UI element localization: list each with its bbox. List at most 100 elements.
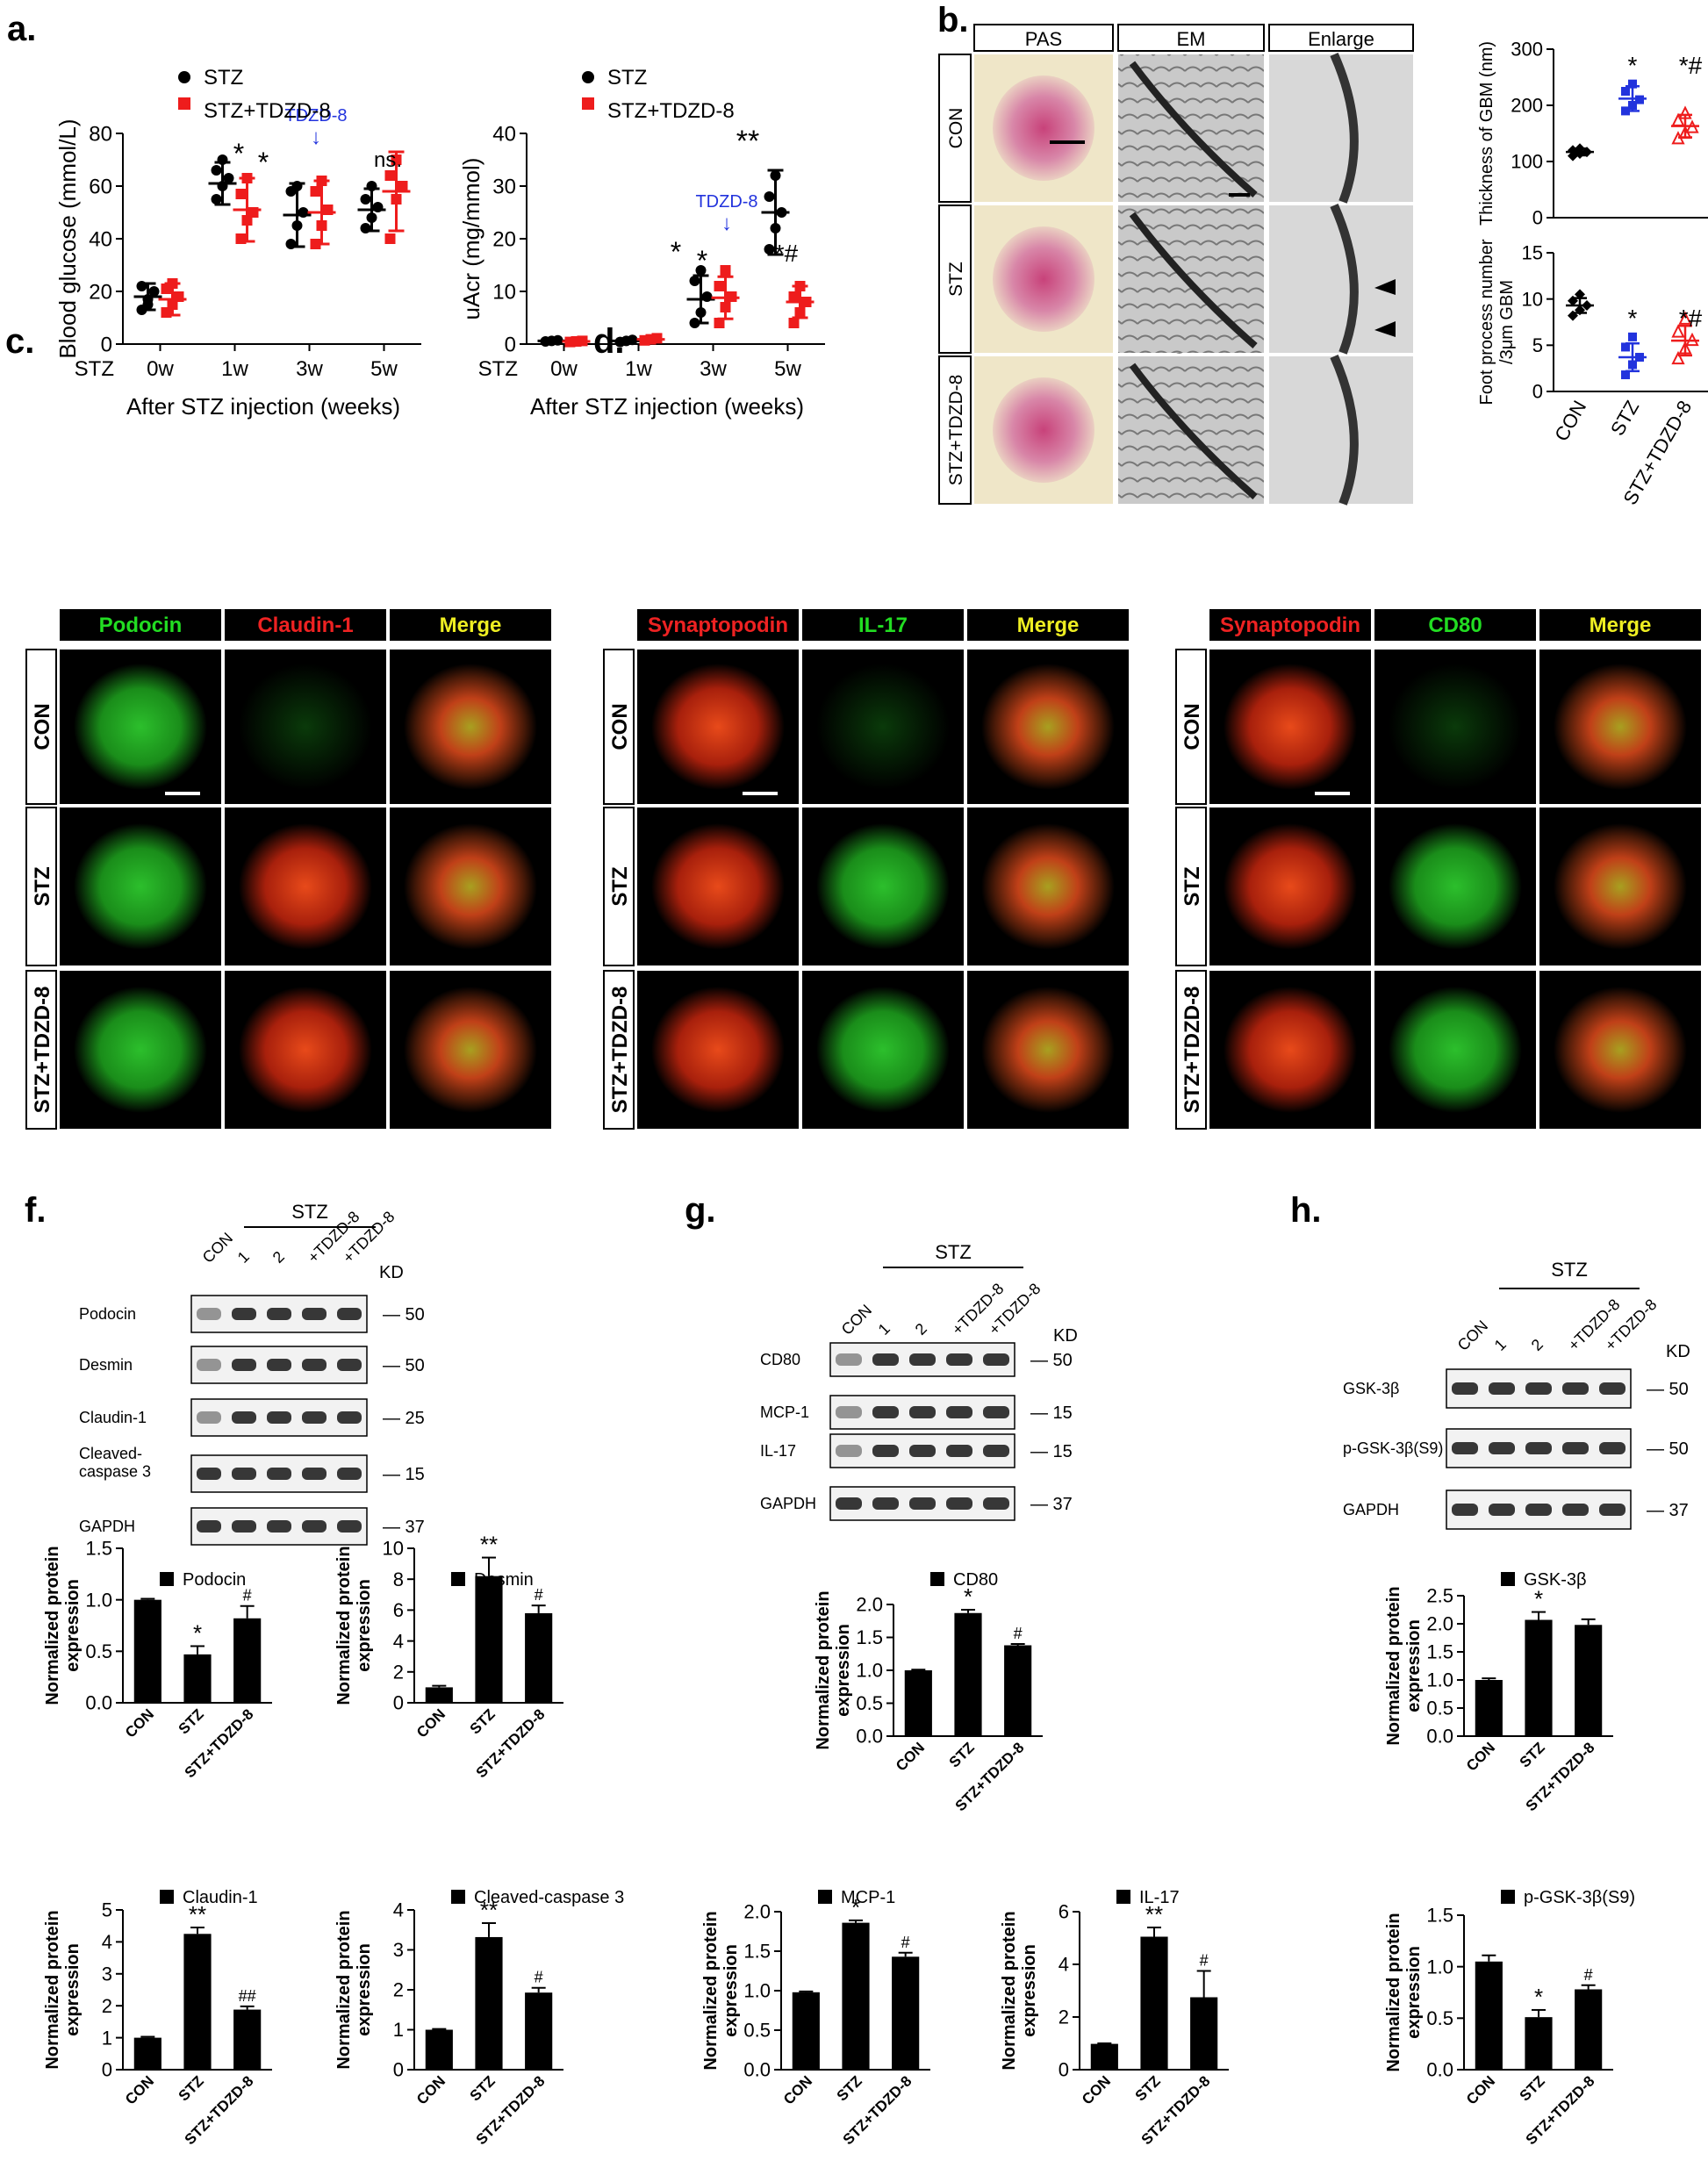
enlarge-membrane [1330, 203, 1359, 355]
x-tick-label: 0w [550, 357, 578, 381]
blot-band [197, 1411, 221, 1424]
glomerulus-stain [404, 664, 537, 790]
data-point [1628, 332, 1637, 341]
chart-b1: 0 100 200 300 Thickness of GBM (nm) * *# [1477, 39, 1708, 229]
kd-label: KD [1053, 1326, 1078, 1346]
if-column-header-synaptopodin: Synaptopodin [1220, 614, 1360, 637]
blot-band [909, 1445, 936, 1457]
legend-marker [451, 1890, 465, 1904]
data-point [1575, 305, 1585, 316]
glomerulus-stain [404, 987, 537, 1113]
kd-marker: — 25 [383, 1409, 425, 1428]
data-point [627, 334, 638, 346]
significance-marker: *# [775, 240, 799, 267]
data-point [217, 181, 228, 191]
glomerulus-stain [74, 664, 207, 790]
if-column-header [1209, 609, 1371, 641]
data-point [552, 334, 563, 346]
if-scale-bar [1315, 792, 1350, 795]
column-header-box [1268, 24, 1414, 52]
if-row-label-box [1175, 649, 1207, 805]
arrowhead-marker [1374, 279, 1396, 295]
bar [1475, 1680, 1503, 1736]
if-column-header-merge: Merge [440, 614, 502, 637]
y-tick-label: 1.5 [743, 1941, 771, 1963]
data-point [764, 191, 775, 202]
y-tick-label: 2.5 [1426, 1585, 1453, 1607]
y-tick-label: 300 [1511, 39, 1543, 61]
blot-band [1599, 1504, 1625, 1516]
if-row-label-box [603, 807, 635, 966]
y-tick-label: 10 [383, 1538, 404, 1560]
blot-row-label: Claudin-1 [79, 1409, 147, 1426]
y-tick-label: 0.0 [856, 1726, 883, 1748]
significance-marker: # [1200, 1952, 1209, 1970]
legend-marker [582, 97, 594, 110]
blot-band [1489, 1504, 1515, 1516]
y-tick-label: 80 [89, 122, 112, 146]
kd-marker: — 37 [383, 1518, 425, 1537]
y-axis-label: Normalized proteinexpression [814, 1590, 853, 1749]
lane-label: CON [1454, 1317, 1491, 1353]
blot-band [197, 1468, 221, 1480]
y-tick-label: 10 [492, 280, 516, 304]
data-point [714, 281, 725, 291]
significance-marker: *# [1679, 305, 1703, 332]
y-tick-label: 0.0 [743, 2059, 771, 2081]
x-tick-label: 1w [221, 357, 248, 381]
blot-band [232, 1468, 256, 1480]
data-point [223, 173, 234, 183]
chart-a2: 0 10 20 30 40 uAcr (mg/mmol) STZ 0w 1w 3w 5w After … [458, 66, 825, 420]
bar [1190, 1997, 1218, 2070]
x-tick-label: STZ [176, 1705, 207, 1737]
kd-marker: — 50 [1647, 1380, 1689, 1399]
data-point [1621, 87, 1630, 96]
glomerulus-stain [1554, 823, 1687, 950]
blot-row-label: Desmin [79, 1356, 133, 1374]
glomerulus-stain [1389, 823, 1522, 950]
legend-marker [178, 71, 190, 83]
blot-band [983, 1497, 1009, 1510]
x-tick-label: CON [413, 2072, 449, 2107]
data-point [136, 281, 147, 291]
row-label-box [938, 54, 972, 203]
if-column-header-podocin: Podocin [99, 614, 183, 637]
y-tick-label: 20 [89, 280, 112, 304]
blot-row-label: GAPDH [760, 1495, 816, 1512]
y-axis-label: Normalized proteinexpression [1384, 1586, 1424, 1745]
significance-marker: * [851, 1894, 860, 1920]
data-point [1621, 342, 1630, 352]
kd-marker: — 15 [1030, 1403, 1073, 1423]
blot-band [946, 1406, 972, 1418]
lane-label: CON [199, 1229, 236, 1266]
y-tick-label: 100 [1511, 151, 1543, 173]
data-point [372, 202, 384, 212]
data-point [788, 291, 800, 302]
glomerulus-stain [74, 823, 207, 950]
data-point [291, 220, 303, 231]
data-point [1628, 101, 1637, 110]
data-point [1685, 332, 1699, 347]
significance-marker: * [193, 1619, 202, 1646]
blot-row-label: Cleaved-caspase 3 [79, 1445, 151, 1481]
bar [892, 1956, 920, 2070]
data-point [285, 239, 297, 249]
enlarge-membrane [1330, 52, 1359, 204]
data-point [689, 318, 700, 328]
bar [525, 1992, 553, 2070]
blot-band [983, 1406, 1009, 1418]
glomerulus-stain [816, 823, 950, 950]
if-row-label-box [25, 649, 57, 805]
significance-marker: * [1628, 52, 1638, 79]
em-membrane [1129, 362, 1258, 500]
if-column-header [60, 609, 221, 641]
data-point [764, 244, 775, 255]
blot-band [232, 1359, 256, 1371]
glomerulus-stain [1224, 987, 1357, 1113]
y-tick-label: 0 [102, 2059, 112, 2081]
blot-band [1525, 1504, 1552, 1516]
blot-row-label: GSK-3β [1343, 1380, 1399, 1397]
y-tick-label: 6 [1059, 1901, 1069, 1923]
em-membrane [1129, 212, 1258, 349]
bar [1090, 2043, 1118, 2070]
